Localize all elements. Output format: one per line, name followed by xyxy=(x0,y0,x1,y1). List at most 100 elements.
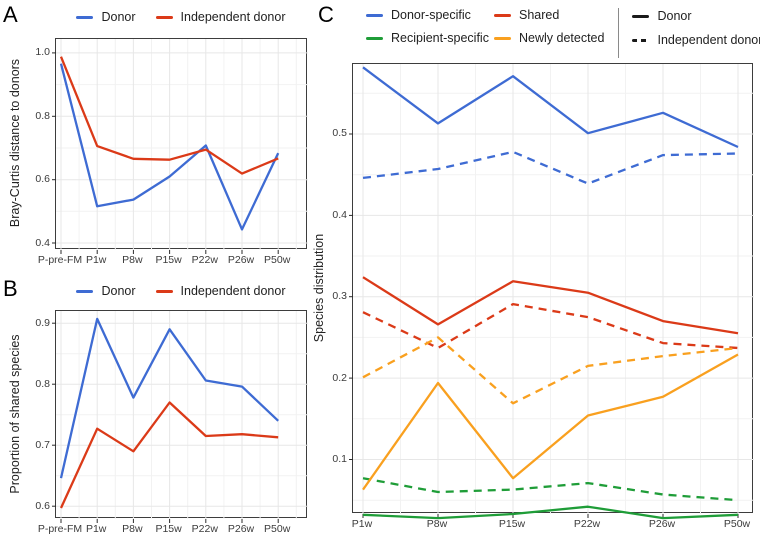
legend-label: Newly detected xyxy=(519,31,605,45)
minor-gridlines xyxy=(56,39,308,250)
x-tick-label: P50w xyxy=(723,518,751,530)
series-lines xyxy=(362,66,739,520)
panel-c-chart xyxy=(349,64,754,520)
independent-donor-line-key xyxy=(155,289,173,293)
series-line-donor-specific-donor xyxy=(362,66,739,149)
series-line-donor-specific-independent-donor xyxy=(362,150,739,185)
series-line-newly-detected-donor xyxy=(362,353,739,491)
recipient-specific-line-key xyxy=(366,36,383,40)
series-line-shared-donor xyxy=(362,276,739,335)
panel-c-legend: Donor-specific Shared Recipient-specific… xyxy=(366,8,760,58)
y-tick-label: 0.2 xyxy=(332,371,347,384)
legend-item-recipient-specific: Recipient-specific xyxy=(366,31,494,45)
panel-c-y-axis-title: Species distribution xyxy=(312,233,326,343)
panel-b-legend: Donor Independent donor xyxy=(55,284,307,298)
y-tick-label: 0.8 xyxy=(35,109,50,122)
axis-tick-marks xyxy=(52,52,279,254)
series-line-donor xyxy=(59,63,280,231)
legend-item-donor-specific: Donor-specific xyxy=(366,8,494,22)
legend-label: Independent donor xyxy=(657,33,760,47)
y-tick-label: 0.9 xyxy=(35,316,50,329)
legend-label: Recipient-specific xyxy=(391,31,489,45)
series-line-recipient-specific-donor xyxy=(362,505,739,520)
x-tick-label: P26w xyxy=(648,518,676,530)
major-gridlines xyxy=(56,39,308,250)
legend-label: Independent donor xyxy=(180,284,286,298)
panel-a-letter: A xyxy=(3,2,18,27)
x-tick-label: P15w xyxy=(155,523,182,535)
panel-b: B Donor Independent donor Proportion of … xyxy=(0,260,310,535)
x-tick-label: P-pre-FM xyxy=(37,254,83,266)
y-tick-label: 0.3 xyxy=(332,290,347,303)
x-tick-label: P22w xyxy=(191,254,218,266)
panel-b-letter: B xyxy=(3,276,18,301)
legend-label: Donor xyxy=(101,10,136,24)
axis-tick-marks xyxy=(52,322,279,523)
series-lines xyxy=(59,56,280,231)
major-gridlines xyxy=(353,64,754,514)
legend-label: Donor-specific xyxy=(391,8,471,22)
x-tick-label: P8w xyxy=(122,254,143,266)
newly-detected-line-key xyxy=(494,36,511,40)
series-line-independent-donor xyxy=(59,56,279,175)
dashed-line-key xyxy=(632,38,650,42)
y-tick-label: 0.6 xyxy=(35,173,50,186)
legend-label: Donor xyxy=(101,284,136,298)
y-tick-label: 1.0 xyxy=(35,46,50,59)
major-gridlines xyxy=(56,311,308,519)
legend-item-independent-donor: Independent donor xyxy=(155,10,286,24)
legend-item-independent-donor: Independent donor xyxy=(155,284,286,298)
legend-item-linetype-donor: Donor xyxy=(632,9,760,23)
y-tick-label: 0.8 xyxy=(35,377,50,390)
x-tick-label: P26w xyxy=(227,254,255,266)
axis-tick-marks xyxy=(349,133,739,518)
donor-line-key xyxy=(76,289,94,293)
legend-item-shared: Shared xyxy=(494,8,604,22)
y-tick-label: 0.5 xyxy=(332,127,347,140)
legend-divider xyxy=(618,8,620,58)
legend-item-newly-detected: Newly detected xyxy=(494,31,604,45)
y-tick-label: 0.1 xyxy=(332,452,347,465)
x-tick-label: P8w xyxy=(122,523,143,535)
panel-b-y-axis-title: Proportion of shared species xyxy=(8,334,22,494)
x-tick-label: P26w xyxy=(227,523,255,535)
x-tick-label: P22w xyxy=(191,523,218,535)
series-lines xyxy=(59,317,279,509)
y-tick-label: 0.7 xyxy=(35,438,50,451)
series-line-shared-independent-donor xyxy=(362,302,739,350)
panel-a-legend: Donor Independent donor xyxy=(55,10,307,24)
y-tick-label: 0.6 xyxy=(35,499,50,512)
series-line-recipient-specific-independent-donor xyxy=(362,477,739,502)
panel-a-y-axis-title: Bray-Curtis distance to donors xyxy=(8,58,22,228)
panel-c-color-legend: Donor-specific Shared Recipient-specific… xyxy=(366,8,604,45)
y-tick-label: 0.4 xyxy=(35,236,50,249)
legend-item-linetype-independent-donor: Independent donor xyxy=(632,33,760,47)
series-line-donor xyxy=(59,317,279,479)
solid-line-key xyxy=(632,14,650,18)
x-tick-label: P1w xyxy=(351,518,373,530)
panel-a-plot-area xyxy=(52,38,308,254)
legend-label: Donor xyxy=(657,9,692,23)
x-tick-label: P15w xyxy=(498,518,526,530)
panel-b-plot-area xyxy=(52,310,308,523)
legend-label: Shared xyxy=(519,8,560,22)
panel-a: A Donor Independent donor Bray-Curtis di… xyxy=(0,0,310,265)
x-tick-label: P1w xyxy=(85,254,107,266)
minor-gridlines xyxy=(353,64,754,514)
panel-a-chart xyxy=(52,39,308,254)
x-tick-label: P-pre-FM xyxy=(37,523,83,535)
x-tick-label: P8w xyxy=(426,518,448,530)
x-tick-label: P50w xyxy=(264,254,291,266)
legend-label: Independent donor xyxy=(180,10,286,24)
shared-line-key xyxy=(494,13,511,17)
x-tick-label: P22w xyxy=(573,518,601,530)
x-tick-label: P1w xyxy=(85,523,107,535)
x-tick-label: P15w xyxy=(155,254,182,266)
independent-donor-line-key xyxy=(155,15,173,19)
series-line-independent-donor xyxy=(59,401,279,509)
panel-c-plot-area xyxy=(349,63,754,520)
panel-b-chart xyxy=(52,311,308,523)
legend-item-donor: Donor xyxy=(76,10,136,24)
series-line-newly-detected-independent-donor xyxy=(362,336,739,405)
